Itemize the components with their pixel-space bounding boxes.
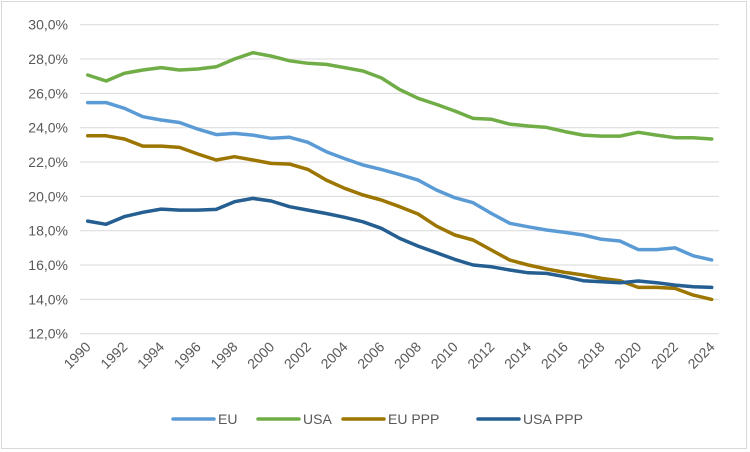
- x-tick-label: 1994: [134, 338, 167, 371]
- x-tick-label: 2016: [538, 338, 571, 371]
- y-tick-label: 30,0%: [28, 17, 68, 33]
- series-line-usa: [85, 50, 714, 141]
- x-tick-label: 2018: [574, 338, 607, 371]
- legend-label: EU: [218, 411, 237, 427]
- x-tick-label: 2006: [354, 338, 387, 371]
- x-tick-label: 1990: [60, 338, 93, 371]
- y-tick-label: 14,0%: [28, 291, 68, 307]
- y-tick-label: 18,0%: [28, 223, 68, 239]
- x-tick-label: 2020: [611, 338, 644, 371]
- x-tick-label: 2008: [391, 338, 424, 371]
- legend-label: USA: [303, 411, 332, 427]
- y-tick-label: 20,0%: [28, 188, 68, 204]
- legend-label: USA PPP: [523, 411, 583, 427]
- legend-label: EU PPP: [388, 411, 439, 427]
- series-line-eu-ppp: [85, 134, 714, 302]
- y-tick-label: 22,0%: [28, 154, 68, 170]
- series-line-usa-ppp: [85, 196, 714, 290]
- y-tick-label: 24,0%: [28, 120, 68, 136]
- y-tick-label: 28,0%: [28, 51, 68, 67]
- series-line-eu: [85, 100, 714, 262]
- x-tick-label: 2000: [244, 338, 277, 371]
- x-tick-label: 2022: [648, 338, 681, 371]
- x-tick-label: 2014: [501, 338, 534, 371]
- y-tick-label: 16,0%: [28, 257, 68, 273]
- x-tick-label: 2024: [684, 338, 717, 371]
- y-tick-label: 26,0%: [28, 85, 68, 101]
- x-tick-label: 2004: [317, 338, 350, 371]
- x-tick-label: 2002: [281, 338, 314, 371]
- x-tick-label: 2010: [428, 338, 461, 371]
- y-tick-label: 12,0%: [28, 326, 68, 342]
- x-tick-label: 1998: [207, 338, 240, 371]
- x-tick-label: 1992: [97, 338, 130, 371]
- x-tick-label: 1996: [171, 338, 204, 371]
- x-tick-label: 2012: [464, 338, 497, 371]
